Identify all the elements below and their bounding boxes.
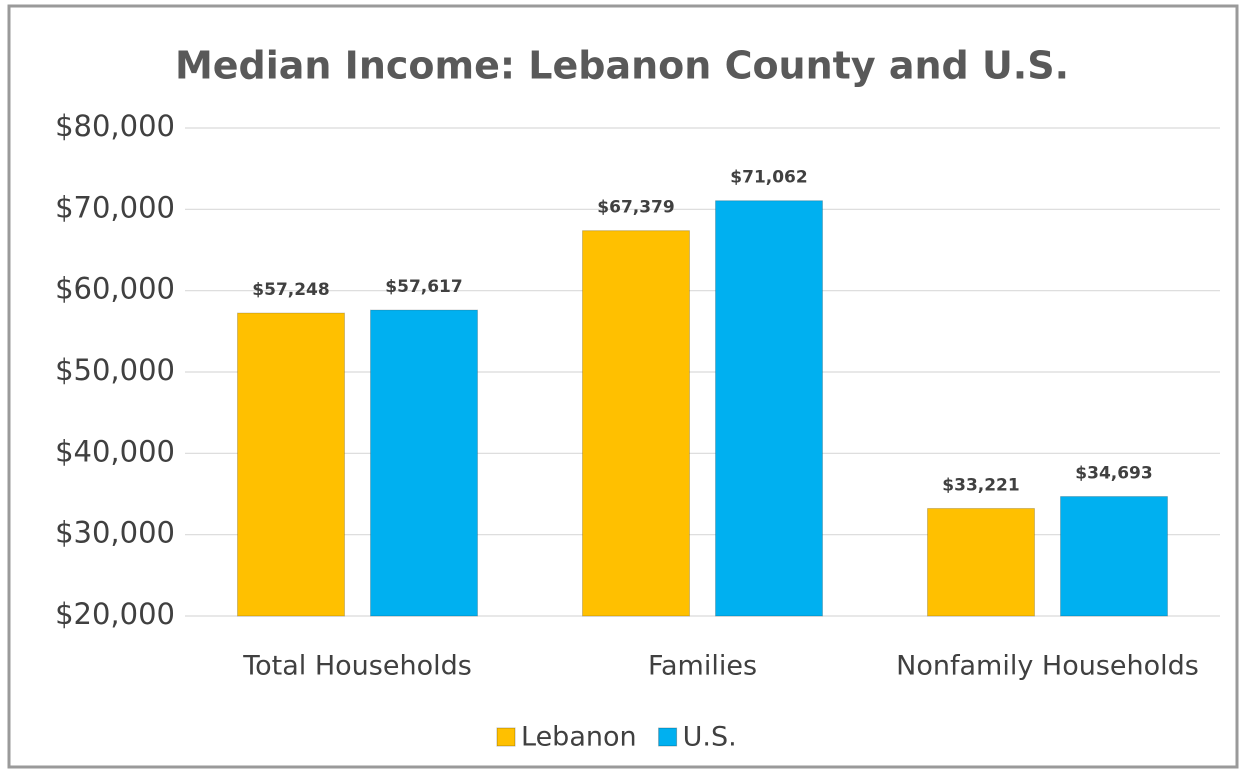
y-tick-label: $20,000: [55, 597, 175, 631]
bar: [715, 200, 823, 617]
bar: [1060, 495, 1168, 617]
legend-swatch: [658, 727, 678, 747]
y-tick-label: $50,000: [55, 353, 175, 387]
bar: [582, 230, 690, 617]
legend-label: Lebanon: [521, 722, 637, 753]
bar: [237, 312, 345, 617]
y-tick-label: $80,000: [55, 109, 175, 143]
y-tick-label: $40,000: [55, 434, 175, 468]
data-label: $71,062: [730, 168, 807, 188]
data-label: $33,221: [942, 475, 1019, 495]
bar: [370, 309, 478, 617]
data-label: $34,693: [1075, 463, 1152, 483]
y-tick-label: $60,000: [55, 272, 175, 306]
x-tick-label: Total Households: [242, 651, 472, 682]
y-tick-label: $30,000: [55, 516, 175, 550]
data-label: $67,379: [597, 198, 674, 218]
x-tick-label: Families: [648, 651, 757, 682]
x-tick-label: Nonfamily Households: [896, 651, 1199, 682]
bar: [927, 507, 1035, 617]
data-label: $57,617: [385, 277, 462, 297]
legend-label: U.S.: [683, 722, 737, 753]
chart-title: Median Income: Lebanon County and U.S.: [175, 44, 1069, 88]
legend-swatch: [496, 727, 516, 747]
y-tick-label: $70,000: [55, 190, 175, 224]
data-label: $57,248: [252, 280, 329, 300]
